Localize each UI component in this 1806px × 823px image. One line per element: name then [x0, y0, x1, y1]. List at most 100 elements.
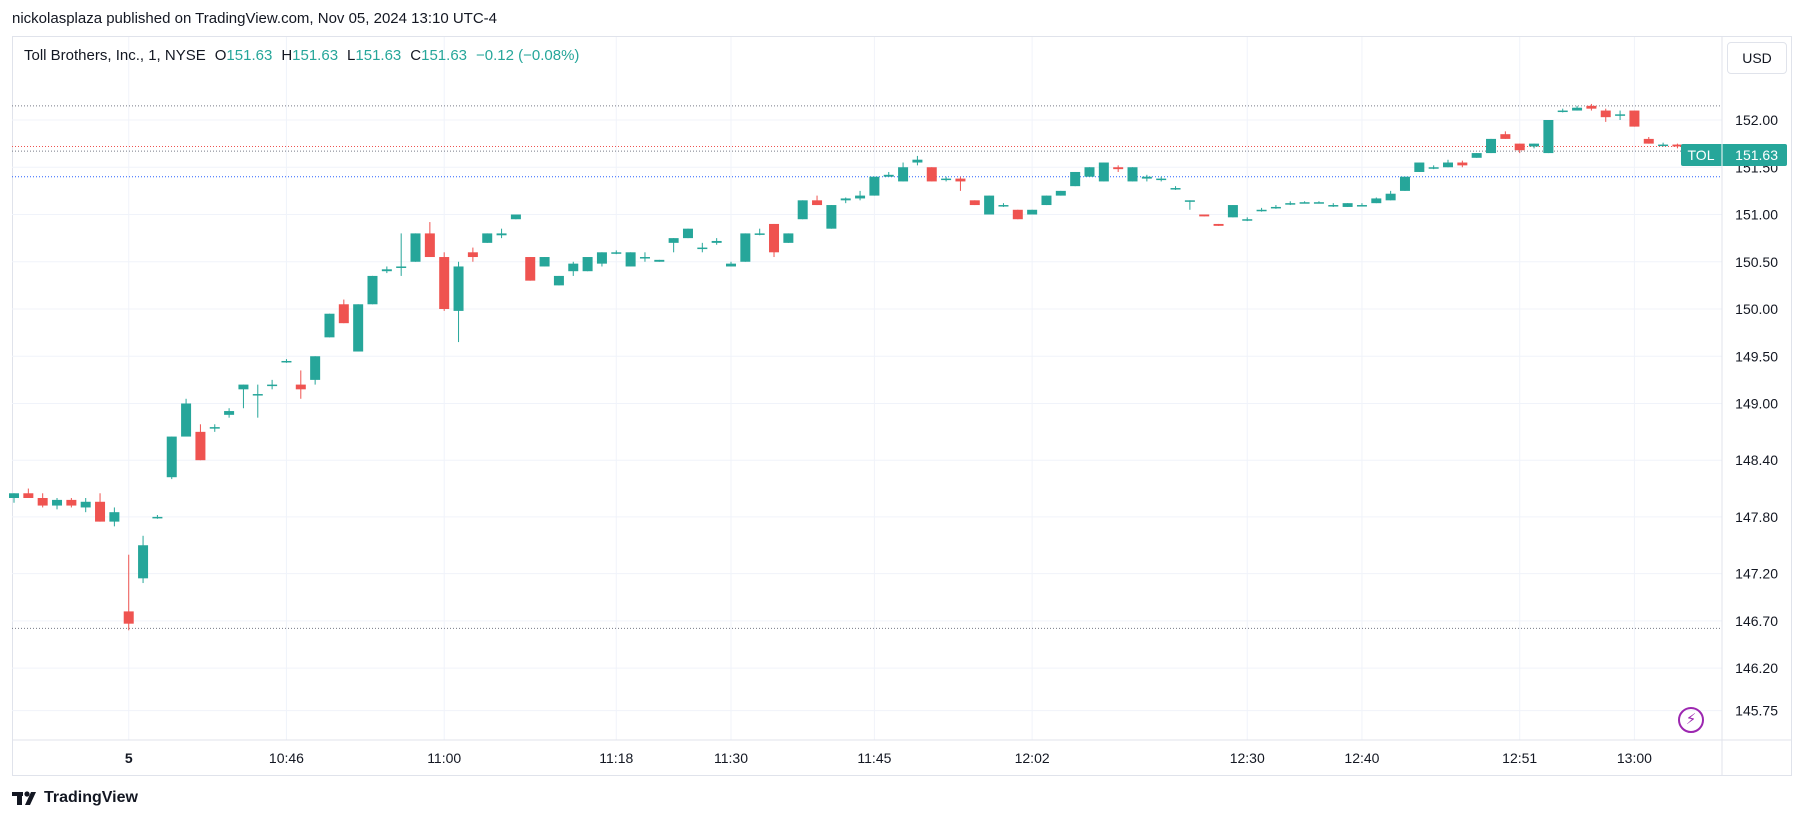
candle-body — [324, 313, 335, 338]
candle-body — [611, 252, 622, 254]
candle — [1012, 209, 1023, 220]
candle — [754, 228, 765, 236]
candle-body — [1012, 209, 1023, 220]
candle-body — [639, 257, 650, 259]
candle-body — [1170, 188, 1181, 190]
candle — [52, 498, 63, 510]
candle — [1256, 207, 1267, 212]
candle — [381, 266, 392, 274]
candle-body — [109, 512, 120, 522]
candle-body — [926, 167, 937, 182]
chart-frame — [12, 36, 1792, 776]
candle — [1586, 103, 1597, 111]
candle-body — [166, 436, 177, 478]
candle — [553, 275, 564, 286]
candle-body — [1443, 162, 1453, 168]
price-tick-label: 149.50 — [1735, 348, 1778, 364]
time-tick-label: 11:00 — [427, 750, 461, 766]
time-tick-label: 11:30 — [714, 750, 748, 766]
candle — [1600, 108, 1611, 122]
candle-body — [80, 501, 91, 508]
candle-body — [783, 233, 794, 243]
candle — [1529, 143, 1540, 149]
candle-body — [295, 384, 306, 390]
candle — [152, 515, 163, 519]
candle-body — [224, 411, 235, 415]
candle-body — [1098, 162, 1109, 182]
candle — [1328, 203, 1339, 207]
candle-body — [539, 257, 550, 267]
candle — [1213, 223, 1224, 226]
grid-lines — [12, 37, 1722, 740]
candle — [1113, 165, 1124, 172]
candle — [482, 233, 493, 243]
candle — [797, 200, 808, 220]
candle — [1027, 209, 1038, 215]
candle — [1270, 205, 1281, 209]
candle — [955, 176, 966, 191]
candle — [1184, 200, 1195, 210]
candle-body — [1514, 143, 1525, 151]
candle — [224, 408, 235, 418]
candle — [969, 200, 980, 206]
legend-high: 151.63 — [292, 47, 339, 64]
candle — [840, 197, 851, 204]
candle — [812, 195, 823, 206]
candle-body — [123, 611, 134, 624]
candle — [1299, 201, 1310, 204]
candle — [410, 233, 421, 262]
candle-body — [1285, 203, 1296, 205]
candle — [682, 228, 693, 239]
candle-body — [1084, 167, 1095, 177]
candle-body — [1299, 202, 1310, 204]
candle — [998, 203, 1009, 207]
candle — [310, 356, 321, 385]
time-tick-label: 10:46 — [269, 750, 304, 766]
candle-body — [1615, 114, 1626, 116]
candle — [711, 238, 722, 245]
candle-body — [1213, 223, 1224, 226]
candle-body — [1643, 138, 1654, 144]
legend-change: −0.12 (−0.08%) — [476, 47, 580, 64]
legend-close-label: C — [410, 47, 422, 64]
candle — [496, 228, 507, 239]
candle — [984, 195, 995, 215]
candle-body — [840, 198, 851, 201]
candle — [367, 275, 378, 305]
candle — [1514, 143, 1525, 154]
candle-body — [1672, 144, 1683, 147]
candle — [1471, 153, 1482, 158]
candle — [898, 162, 909, 182]
candle — [639, 252, 650, 262]
candle — [1199, 214, 1210, 217]
candle-body — [1557, 110, 1568, 113]
candle — [1285, 201, 1296, 206]
candle — [783, 233, 794, 243]
candle-body — [23, 493, 34, 498]
candle — [1098, 162, 1109, 182]
candle-body — [252, 394, 263, 396]
candle — [654, 259, 665, 262]
candle-body — [1428, 167, 1439, 169]
price-tick-label: 146.70 — [1735, 613, 1778, 629]
candle-body — [482, 233, 493, 243]
candle — [439, 252, 450, 311]
candle-body — [1270, 206, 1281, 209]
candle-body — [582, 257, 593, 272]
candle-body — [367, 275, 378, 305]
price-tick-label: 147.20 — [1735, 566, 1778, 582]
candle — [138, 535, 149, 584]
candle-body — [138, 545, 149, 579]
candle-body — [568, 263, 579, 272]
candle-body — [267, 384, 278, 387]
candle-body — [1586, 105, 1597, 109]
candle — [1557, 108, 1568, 113]
candle — [252, 384, 263, 418]
currency-button[interactable]: USD — [1727, 42, 1787, 74]
candle-body — [912, 159, 923, 163]
candle-body — [941, 178, 952, 181]
candle-body — [310, 356, 321, 380]
lightning-icon[interactable]: ⚡ — [1678, 707, 1704, 733]
candle — [539, 257, 550, 267]
